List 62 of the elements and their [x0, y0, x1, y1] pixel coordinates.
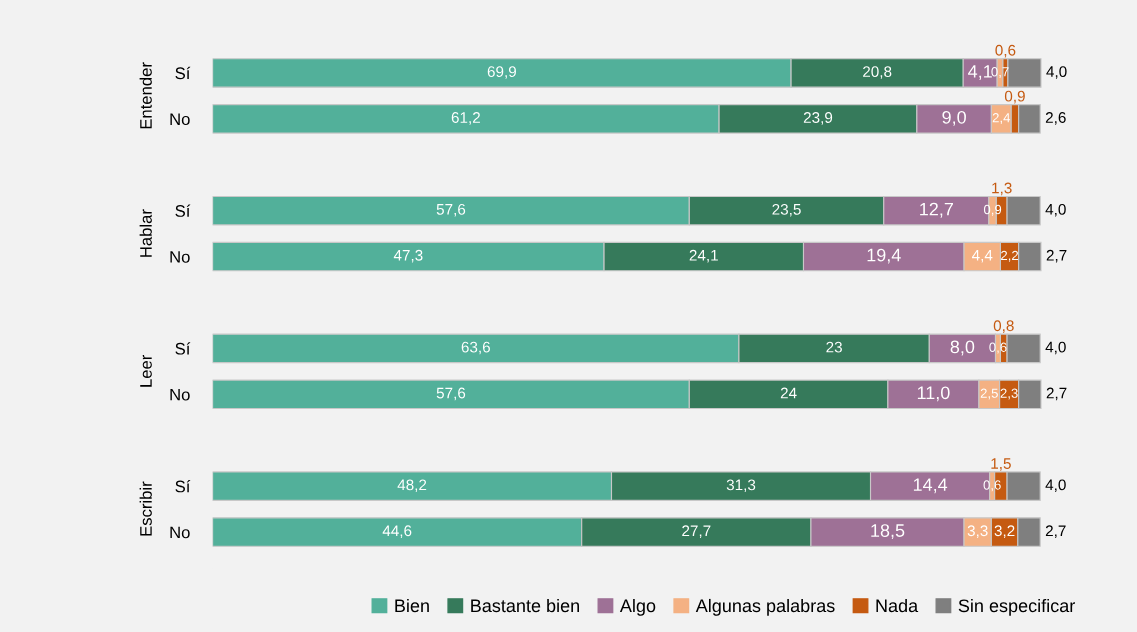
text: Escribir [139, 481, 152, 536]
data-label: 23 [826, 341, 842, 353]
data-label: 19,4 [867, 248, 901, 264]
data-label: 4,0 [1046, 66, 1067, 79]
y-tick-label: No [170, 388, 190, 401]
y-tick-label: Sí [175, 66, 191, 80]
data-label: 61,2 [451, 112, 480, 125]
data-label: 27,7 [682, 525, 711, 538]
data-label: 14,4 [913, 478, 948, 494]
data-label: 47,3 [393, 249, 423, 263]
y-tick-label: Sí [175, 204, 191, 217]
data-label: 4,0 [1045, 341, 1066, 355]
y-tick-label: No [170, 113, 190, 126]
data-label: 3,2 [994, 525, 1015, 538]
data-label: 23,5 [772, 203, 801, 217]
data-label: 0,9 [1004, 90, 1025, 104]
text: Hablar [139, 209, 152, 257]
data-label: 2,2 [1001, 250, 1019, 262]
data-label: 48,2 [397, 479, 427, 493]
legend-label: Bien [395, 598, 429, 613]
data-label: 0,6 [995, 44, 1016, 58]
data-label: 4,4 [971, 250, 993, 263]
y-tick-label: No [170, 251, 190, 263]
data-label: 23,9 [803, 112, 833, 125]
data-label: 3,3 [967, 525, 988, 538]
data-label: 44,6 [382, 525, 412, 538]
legend-label: Algo [619, 598, 656, 616]
data-label: 9,0 [942, 110, 966, 126]
legend-label: Algunas palabras [695, 598, 835, 616]
data-label: 20,8 [863, 66, 892, 79]
data-label: 1,5 [991, 458, 1011, 471]
data-label: 24 [780, 387, 797, 399]
data-label: 1,3 [992, 182, 1012, 196]
data-label: 2,5 [980, 388, 998, 400]
data-label: 4,0 [1045, 203, 1066, 217]
data-label: 69,9 [487, 66, 516, 79]
data-label: 18,5 [871, 524, 905, 540]
data-label: 57,6 [436, 203, 466, 217]
data-label: 8,0 [950, 340, 975, 356]
data-label: 2,7 [1046, 249, 1067, 263]
data-label: 57,6 [436, 387, 466, 401]
data-label: 2,4 [992, 113, 1011, 124]
data-label: 31,3 [726, 479, 756, 493]
data-label: 4,1 [968, 65, 992, 80]
data-label: 0,8 [993, 320, 1014, 333]
data-label: 2,7 [1046, 387, 1067, 401]
data-label: 4,0 [1045, 479, 1066, 493]
legend-label: Bastante bien [471, 598, 579, 613]
data-label: 2,6 [1045, 112, 1066, 125]
data-label: 63,6 [461, 341, 490, 355]
y-tick-label: Sí [175, 342, 191, 355]
y-tick-label: No [170, 526, 190, 539]
data-label: 12,7 [920, 202, 953, 218]
data-label: 2,3 [1000, 388, 1018, 400]
y-tick-label: Sí [175, 479, 191, 493]
data-label: 11,0 [917, 386, 950, 402]
legend-label: Nada [876, 598, 919, 613]
text: Leer [140, 354, 152, 387]
data-label: 2,7 [1045, 525, 1066, 538]
text: Entender [139, 62, 152, 129]
data-label: 24,1 [689, 249, 718, 263]
legend-label: Sin especificar [958, 598, 1075, 616]
